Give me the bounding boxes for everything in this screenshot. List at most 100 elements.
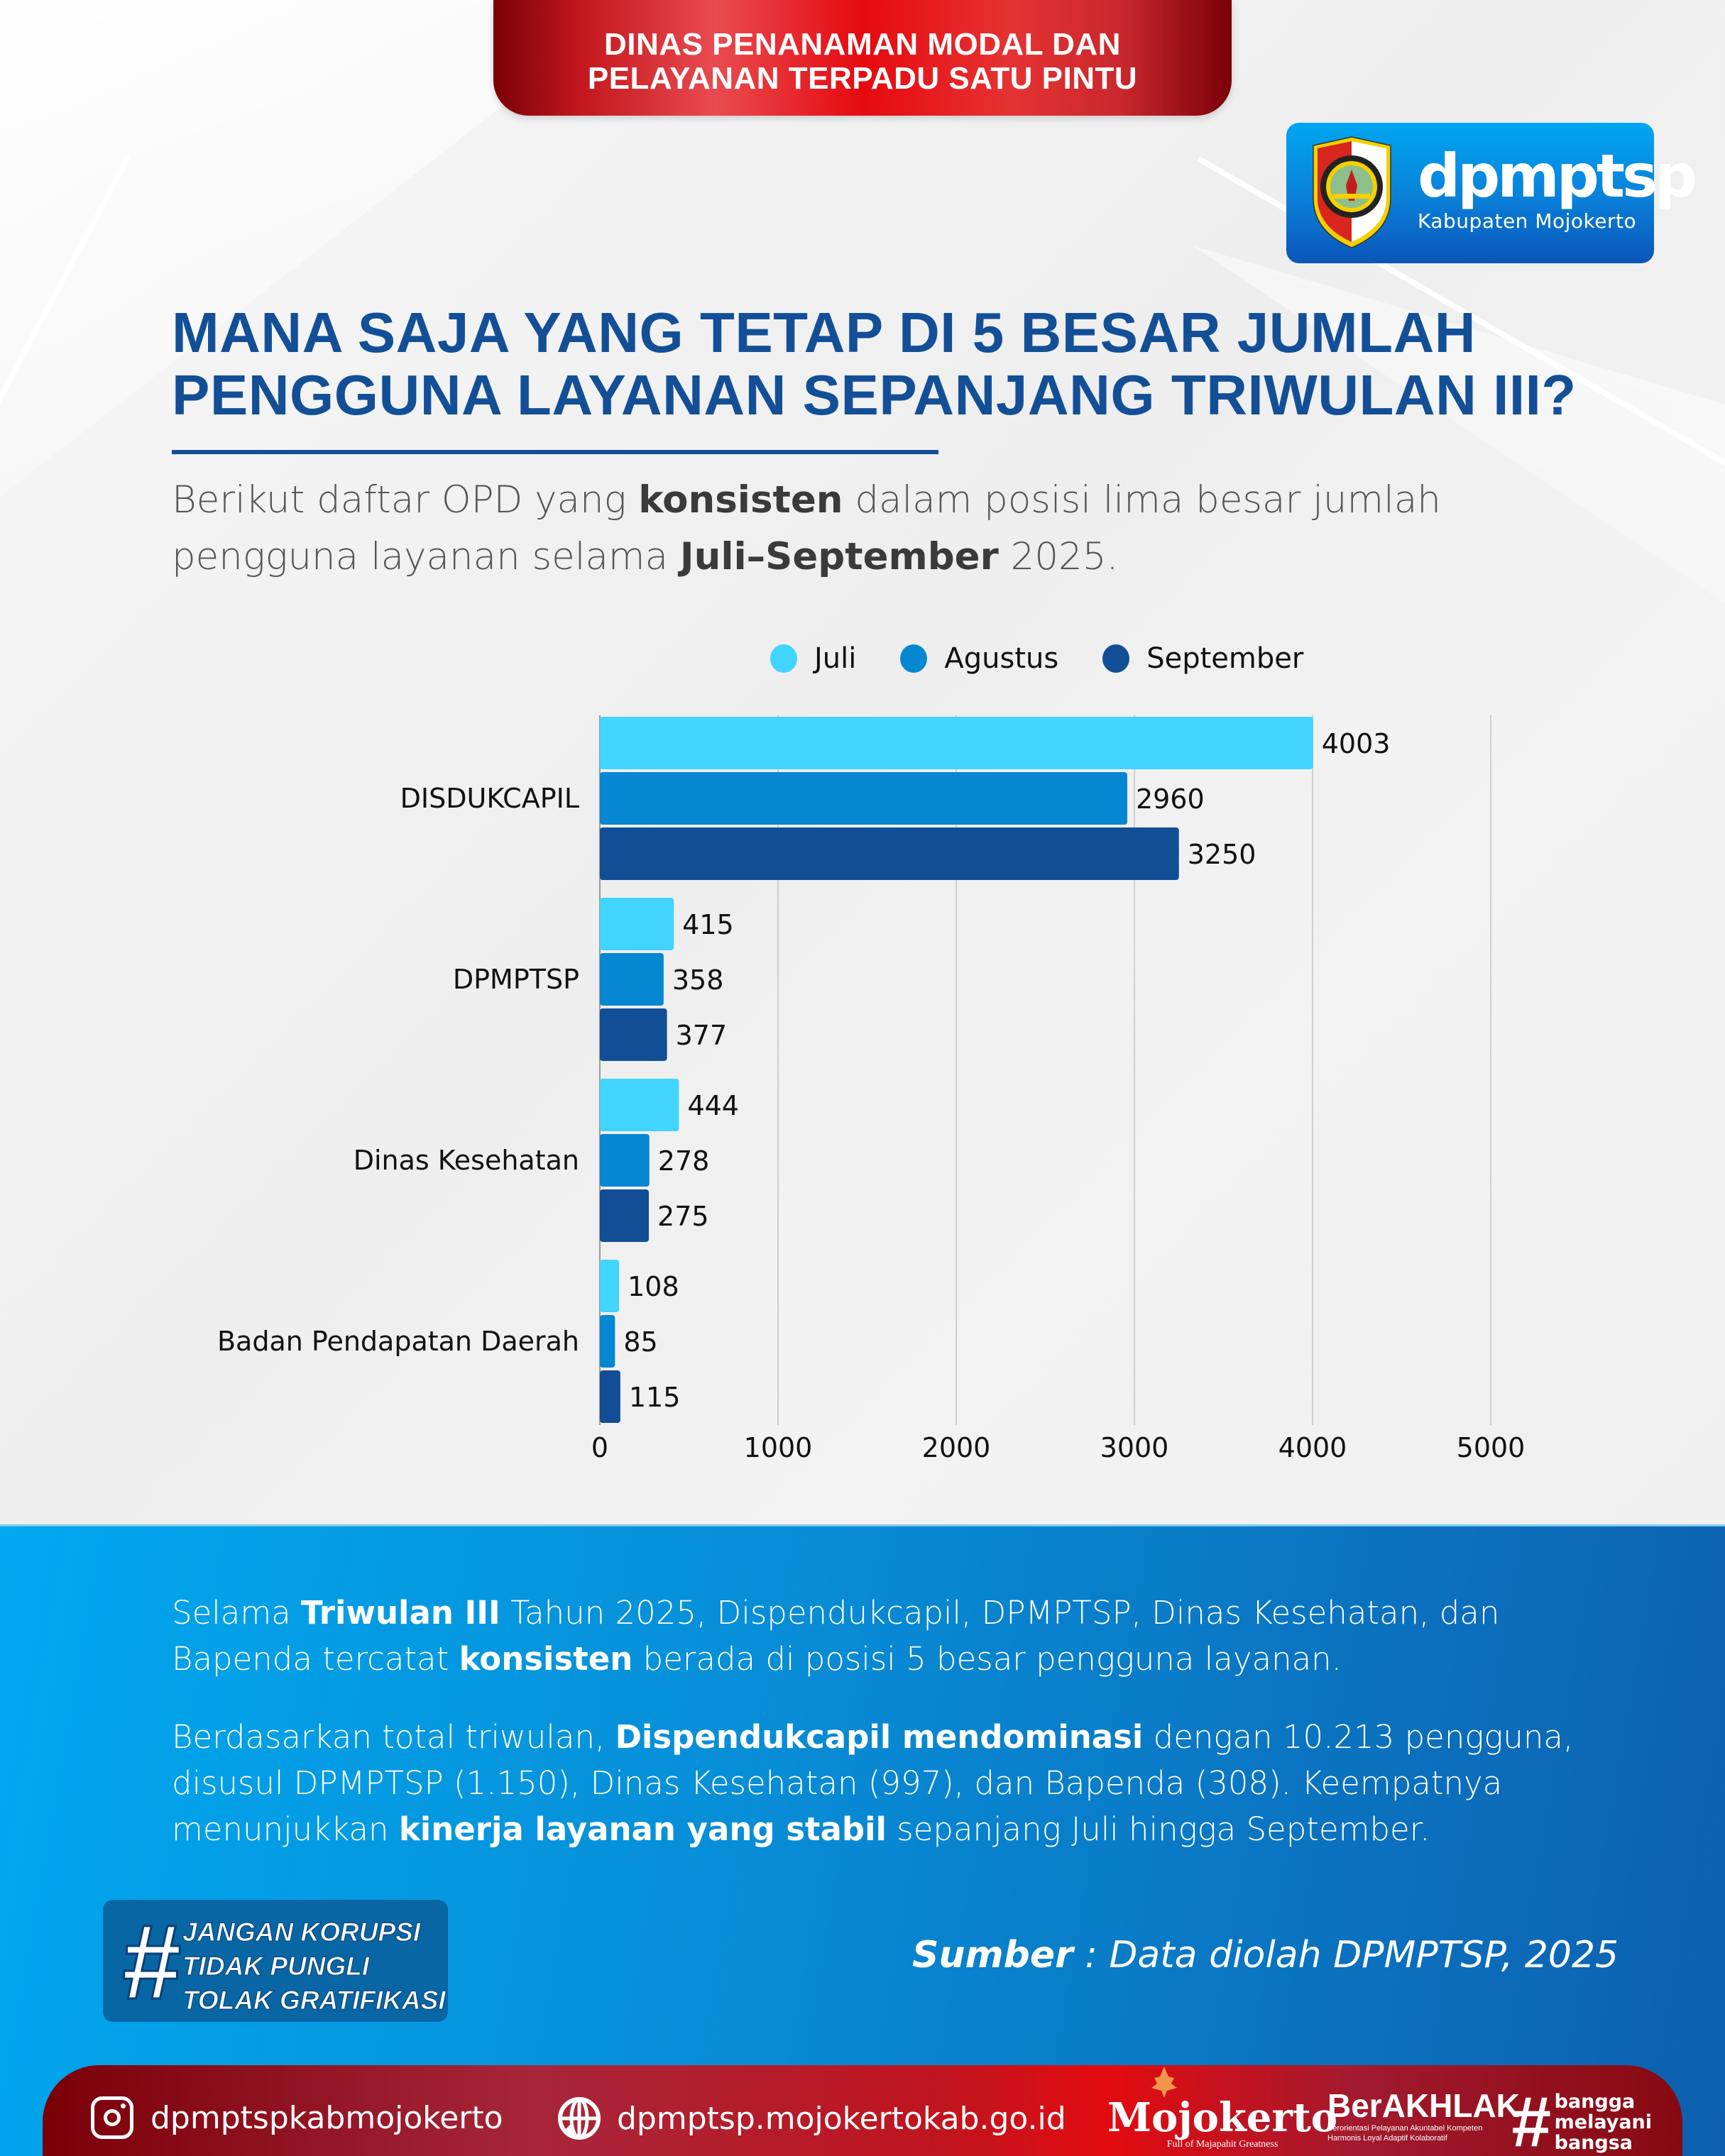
- category-label: Dinas Kesehatan: [354, 1145, 579, 1176]
- bar-agustus: [600, 772, 1127, 825]
- bar-juli: [600, 717, 1313, 769]
- logo-wordmark: dpmptsp: [1418, 141, 1697, 211]
- title-line2: PENGGUNA LAYANAN SEPANJANG TRIWULAN III?: [172, 363, 1577, 427]
- data-label: 3250: [1188, 839, 1256, 870]
- bangga-word: bangsa: [1554, 2131, 1633, 2154]
- bar-september: [600, 1370, 620, 1423]
- berakhlak-subtext: Harmonis Loyal Adaptif Kolaboratif: [1327, 2134, 1447, 2143]
- bar-juli: [600, 1260, 620, 1312]
- horizontal-bar-chart: 0 1000 2000 3000 4000 5000 DISDUKCAPIL 4003 2960…: [217, 715, 1525, 1463]
- bar-september: [600, 1008, 667, 1061]
- data-label: 358: [672, 964, 724, 996]
- bar-agustus: [600, 1134, 650, 1187]
- data-label: 377: [676, 1020, 728, 1051]
- subtitle-text: Berikut daftar OPD yang: [172, 478, 639, 522]
- mojokerto-brand-logo: Mojokerto Full of Majapahit Greatness: [1107, 2067, 1338, 2150]
- summary-text: berada di posisi 5 besar pengguna layana…: [632, 1640, 1342, 1678]
- summary-paragraph-1: Selama Triwulan III Tahun 2025, Dispendu…: [172, 1590, 1592, 1682]
- label-layer: 0 1000 2000 3000 4000 5000 DISDUKCAPIL 4003 2960…: [217, 728, 1525, 1463]
- summary-panel: [0, 1524, 1725, 2156]
- legend-swatch-juli: [770, 644, 797, 673]
- summary-emphasis: Triwulan III: [301, 1594, 500, 1632]
- agency-name-line1: DINAS PENANAMAN MODAL DAN: [604, 26, 1121, 62]
- bar-agustus: [600, 1315, 615, 1368]
- data-label: 2960: [1136, 783, 1205, 815]
- legend-item-juli: Juli: [770, 642, 856, 675]
- title-divider: [172, 450, 938, 454]
- summary-text: dengan 10.213 pengguna, disusul DPMPTSP …: [172, 1718, 1574, 1848]
- category-label: DPMPTSP: [453, 964, 579, 995]
- berakhlak-wordmark: BerAKHLAK: [1327, 2087, 1520, 2124]
- logo-region: Kabupaten Mojokerto: [1418, 209, 1637, 233]
- dpmptsp-logo-badge: dpmptsp Kabupaten Mojokerto: [1286, 123, 1697, 263]
- mojokerto-wordmark: Mojokerto: [1107, 2094, 1338, 2141]
- data-label: 85: [623, 1326, 657, 1358]
- subtitle-emphasis: konsisten: [638, 478, 843, 522]
- legend-item-september: September: [1102, 642, 1303, 675]
- summary-text: Berdasarkan total triwulan,: [172, 1718, 615, 1756]
- summary-text: sepanjang Juli hingga September.: [886, 1810, 1430, 1848]
- mojokerto-tagline: Full of Majapahit Greatness: [1166, 2139, 1278, 2150]
- bangga-word: melayani: [1554, 2111, 1653, 2133]
- bar-juli: [600, 1079, 679, 1131]
- majapahit-gate-icon: [1151, 2067, 1177, 2098]
- data-label: 108: [628, 1271, 679, 1302]
- title-line1: MANA SAJA YANG TETAP DI 5 BESAR JUMLAH: [172, 301, 1477, 364]
- hashtag-icon: #: [119, 1902, 180, 2021]
- hashtag-icon: #: [1511, 2082, 1550, 2156]
- page-subtitle: Berikut daftar OPD yang konsisten dalam …: [172, 472, 1592, 585]
- x-tick-label: 2000: [922, 1432, 991, 1463]
- x-tick-label: 4000: [1278, 1432, 1347, 1463]
- x-tick-label: 3000: [1100, 1432, 1169, 1463]
- x-tick-label: 1000: [744, 1432, 813, 1463]
- bar-agustus: [600, 953, 664, 1006]
- website-link[interactable]: dpmptsp.mojokertokab.go.id: [557, 2096, 1066, 2140]
- chart-legend: Juli Agustus September: [770, 642, 1347, 675]
- bangga-melayani-bangsa-logo: # bangga melayani bangsa: [1511, 2086, 1652, 2156]
- legend-swatch-september: [1102, 644, 1130, 673]
- source-text: : Data diolah DPMPTSP, 2025: [1073, 1934, 1619, 1976]
- page-title: MANA SAJA YANG TETAP DI 5 BESAR JUMLAH P…: [172, 302, 1627, 427]
- website-url: dpmptsp.mojokertokab.go.id: [617, 2100, 1066, 2137]
- data-label: 415: [682, 909, 734, 940]
- mojokerto-regency-crest-icon: [1313, 136, 1391, 248]
- subtitle-text: dalam posisi lima besar jumlah pengguna …: [172, 478, 1441, 578]
- data-label: 278: [658, 1145, 710, 1177]
- instagram-handle: dpmptspkabmojokerto: [150, 2099, 503, 2136]
- summary-paragraph-2: Berdasarkan total triwulan, Dispendukcap…: [172, 1714, 1592, 1852]
- bar-juli: [600, 898, 674, 950]
- berakhlak-logo: BerAKHLAK Berorientasi Pelayanan Akuntab…: [1327, 2088, 1520, 2143]
- summary-text: Tahun 2025, Dispendukcapil, DPMPTSP, Din…: [172, 1594, 1500, 1678]
- instagram-icon: [91, 2096, 133, 2139]
- legend-label-agustus: Agustus: [944, 642, 1059, 675]
- source-label: Sumber: [912, 1934, 1073, 1976]
- data-label: 275: [657, 1201, 709, 1232]
- summary-emphasis: kinerja layanan yang stabil: [398, 1810, 887, 1848]
- agency-header-ribbon: DINAS PENANAMAN MODAL DAN PELAYANAN TERP…: [493, 0, 1232, 116]
- subtitle-emphasis: Juli–September: [679, 535, 999, 578]
- anti-corruption-badge: # JANGAN KORUPSI TIDAK PUNGLI TOLAK GRAT…: [103, 1900, 448, 2022]
- data-source: Sumber : Data diolah DPMPTSP, 2025: [912, 1934, 1619, 1976]
- legend-label-september: September: [1146, 642, 1304, 675]
- x-tick-label: 5000: [1457, 1432, 1526, 1463]
- data-label: 444: [687, 1090, 739, 1121]
- summary-emphasis: konsisten: [459, 1640, 633, 1678]
- category-label: DISDUKCAPIL: [400, 783, 579, 814]
- instagram-link[interactable]: dpmptspkabmojokerto: [91, 2096, 503, 2139]
- legend-item-agustus: Agustus: [900, 642, 1058, 675]
- summary-text: Selama: [172, 1594, 302, 1632]
- category-label: Badan Pendapatan Daerah: [217, 1326, 579, 1357]
- bar-september: [600, 1189, 650, 1242]
- summary-emphasis: Dispendukcapil mendominasi: [615, 1718, 1144, 1756]
- data-label: 4003: [1322, 728, 1391, 759]
- legend-swatch-agustus: [900, 644, 928, 673]
- x-tick-label: 0: [591, 1432, 608, 1463]
- campaign-line: TOLAK GRATIFIKASI: [182, 1986, 447, 2015]
- globe-icon: [558, 2097, 601, 2140]
- bangga-word: bangga: [1554, 2090, 1636, 2113]
- berakhlak-subtext: Berorientasi Pelayanan Akuntabel Kompete…: [1327, 2124, 1483, 2133]
- bar-layer: [600, 717, 1313, 1423]
- subtitle-text: 2025.: [998, 535, 1119, 578]
- agency-name-line2: PELAYANAN TERPADU SATU PINTU: [587, 60, 1138, 96]
- bar-september: [600, 827, 1179, 880]
